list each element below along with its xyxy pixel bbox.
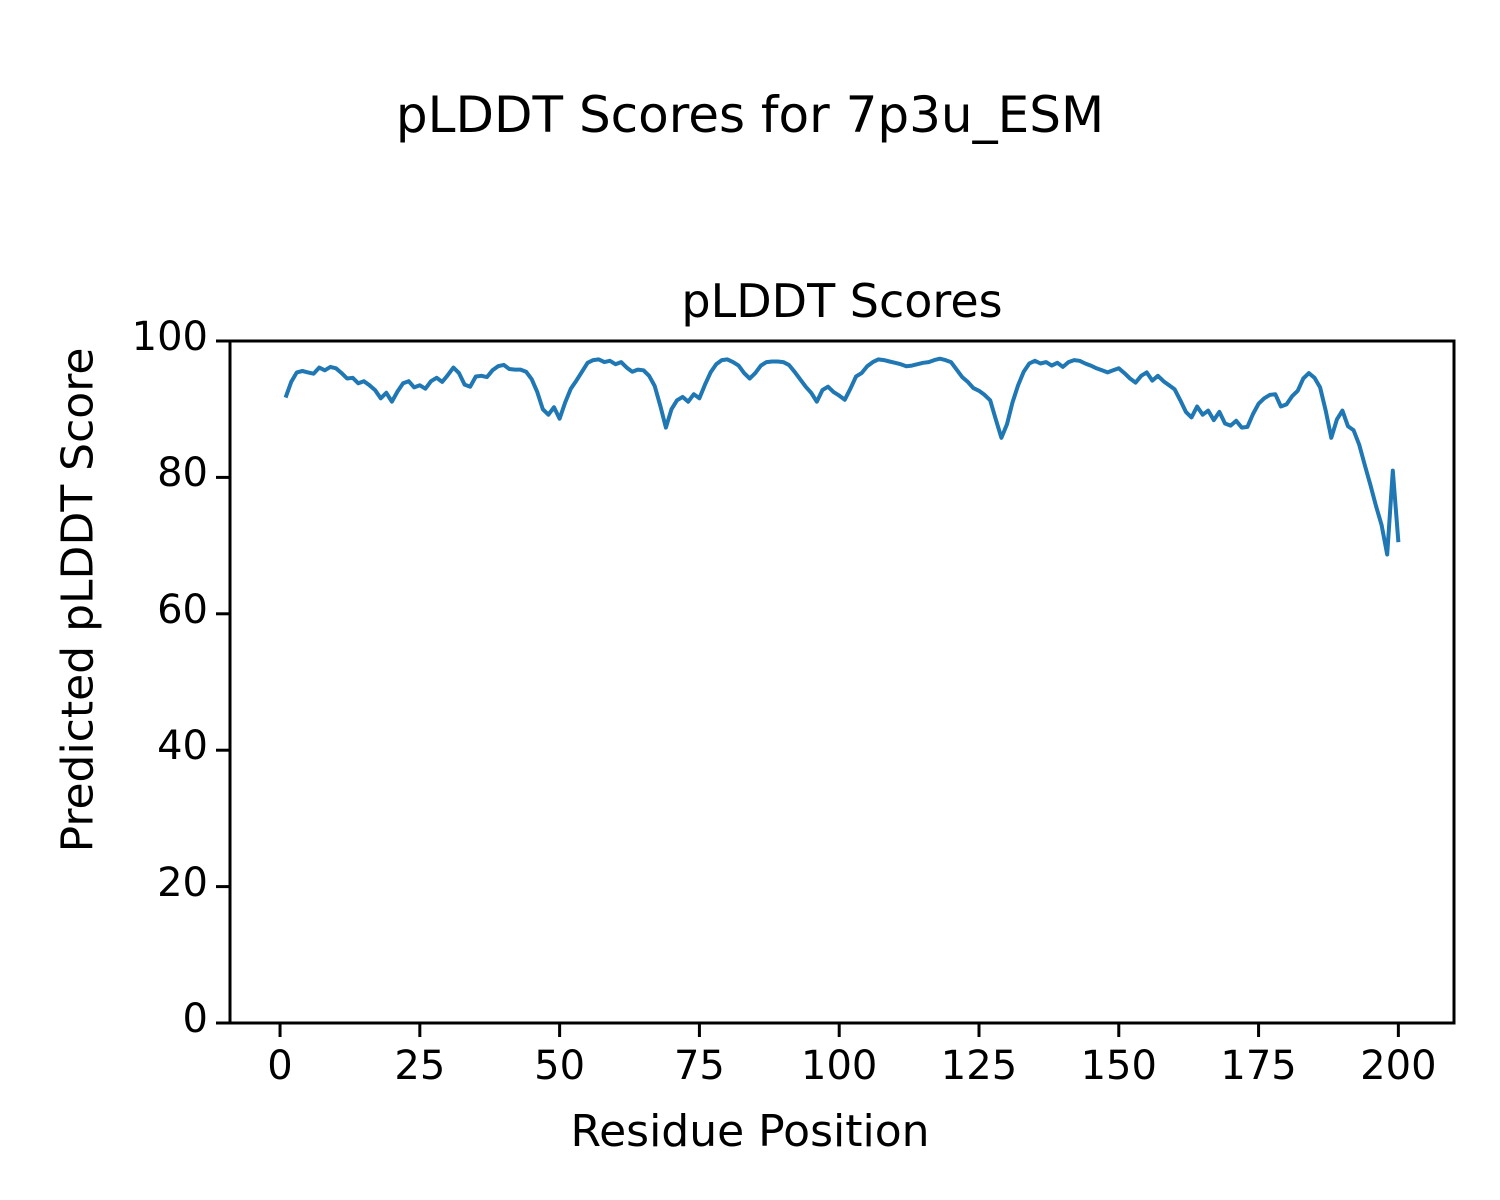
x-tick-label: 50 <box>534 1043 586 1089</box>
plddt-line <box>283 356 1401 557</box>
figure-title: pLDDT Scores for 7p3u_ESM <box>395 86 1105 144</box>
x-tick-label: 125 <box>940 1043 1018 1089</box>
x-tick-label: 150 <box>1080 1043 1157 1089</box>
tick-marks <box>216 339 1400 1037</box>
y-tick-label: 80 <box>157 450 208 497</box>
x-tick-label: 25 <box>394 1043 446 1089</box>
axes-title: pLDDT Scores <box>681 274 1003 328</box>
x-tick-label: 100 <box>801 1043 878 1089</box>
x-axis-label: Residue Position <box>570 1106 930 1157</box>
y-tick-label: 40 <box>157 723 208 770</box>
y-tick-label: 60 <box>157 586 208 633</box>
axes-spines <box>228 339 1456 1025</box>
x-tick-label: 200 <box>1360 1043 1437 1089</box>
x-tick-label: 0 <box>267 1043 293 1089</box>
x-tick-label: 175 <box>1220 1043 1297 1089</box>
x-tick-label: 75 <box>673 1043 725 1089</box>
y-tick-label: 20 <box>157 859 208 906</box>
y-tick-label: 100 <box>131 314 208 360</box>
y-tick-label: 0 <box>182 996 208 1042</box>
